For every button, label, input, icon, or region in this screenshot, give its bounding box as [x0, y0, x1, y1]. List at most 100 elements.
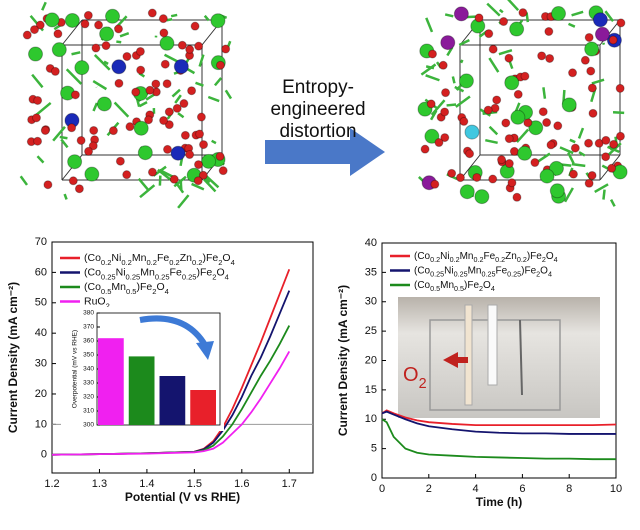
atom: [115, 156, 125, 166]
bond: [498, 48, 513, 56]
bond: [602, 189, 606, 200]
atom: [218, 166, 228, 176]
atom: [609, 139, 619, 149]
x-tick-label: 1.6: [234, 478, 249, 490]
atom: [199, 140, 209, 150]
x-tick-label: 1.5: [187, 478, 202, 490]
x-axis-label: Time (h): [476, 495, 522, 509]
atom: [179, 99, 189, 109]
atom: [504, 53, 514, 63]
atom: [101, 41, 111, 51]
arrow-text: Entropy-: [282, 77, 354, 98]
atom: [122, 52, 132, 62]
bond: [542, 87, 547, 99]
bond: [139, 184, 156, 199]
bond: [488, 57, 500, 73]
atom: [160, 59, 170, 69]
atom: [29, 25, 39, 35]
bond: [137, 177, 149, 191]
atom: [221, 44, 231, 54]
atom: [488, 174, 498, 184]
atom: [472, 172, 482, 182]
atom: [147, 8, 157, 18]
bond: [486, 2, 501, 17]
atom: [215, 60, 225, 70]
bond: [609, 199, 616, 207]
y-tick-label: 340: [83, 366, 94, 373]
bond: [203, 14, 210, 22]
bond: [195, 81, 204, 87]
bond: [577, 127, 585, 139]
atom: [568, 169, 578, 179]
arrow: [265, 128, 385, 176]
x-tick-label: 1.2: [44, 478, 59, 490]
atom: [584, 41, 600, 57]
atom: [434, 138, 444, 148]
atom: [544, 26, 554, 36]
y-tick-label: 70: [35, 236, 47, 248]
bond: [207, 95, 220, 103]
electrode: [464, 304, 473, 406]
legend-label: (Co0.5Mn0.5)Fe2O4: [84, 281, 169, 296]
y-tick-label: 60: [35, 266, 47, 278]
atom: [594, 26, 610, 42]
y-tick-label: 40: [365, 237, 377, 249]
atom: [488, 44, 498, 54]
x-tick-label: 1.7: [282, 478, 297, 490]
legend-label: (Co0.2Ni0.2Mn0.2Fe0.2Zn0.2)Fe2O4: [414, 251, 558, 265]
bond: [71, 51, 81, 56]
bond: [559, 146, 574, 155]
atom: [173, 59, 189, 75]
atom: [91, 43, 101, 53]
bond: [612, 110, 625, 115]
bond: [211, 139, 217, 145]
bar: [98, 338, 124, 425]
bond: [608, 145, 613, 151]
bond: [525, 12, 530, 23]
curved-arrow-head: [196, 341, 214, 360]
bond: [485, 138, 498, 145]
atom: [464, 124, 480, 140]
bond: [430, 99, 446, 116]
atom: [70, 90, 80, 100]
atom: [80, 19, 90, 29]
photo: [398, 297, 600, 418]
atom: [440, 133, 450, 143]
atom: [215, 151, 225, 161]
atom: [180, 130, 190, 140]
y-axis-label: Current Density (mA cm⁻²): [336, 285, 350, 436]
atom: [538, 107, 548, 117]
atom: [441, 88, 451, 98]
plot-frame: [51, 241, 314, 474]
atom: [64, 12, 80, 28]
atom: [89, 125, 99, 135]
atom: [587, 170, 597, 180]
bond: [516, 128, 530, 143]
bond: [425, 17, 434, 33]
atom: [459, 184, 475, 200]
atom: [424, 128, 440, 144]
atom: [131, 87, 141, 97]
atom: [517, 145, 533, 161]
atom: [568, 68, 578, 78]
atom: [513, 89, 523, 99]
atom: [172, 103, 182, 113]
x-tick-label: 6: [519, 483, 525, 495]
legend-label: (Co0.5Mn0.5)Fe2O4: [414, 280, 495, 294]
bond: [163, 53, 180, 64]
atom: [187, 86, 197, 96]
atom: [607, 163, 617, 173]
atom: [35, 20, 45, 30]
crystal-structures: [19, 0, 628, 209]
atom: [612, 164, 628, 180]
bar: [128, 356, 155, 425]
bond: [591, 78, 605, 85]
bond: [446, 103, 457, 107]
series-line: [51, 350, 291, 456]
bond: [92, 102, 99, 112]
series-line: [381, 418, 616, 461]
atom: [440, 35, 456, 51]
bond: [578, 151, 586, 157]
bond: [41, 1, 47, 11]
